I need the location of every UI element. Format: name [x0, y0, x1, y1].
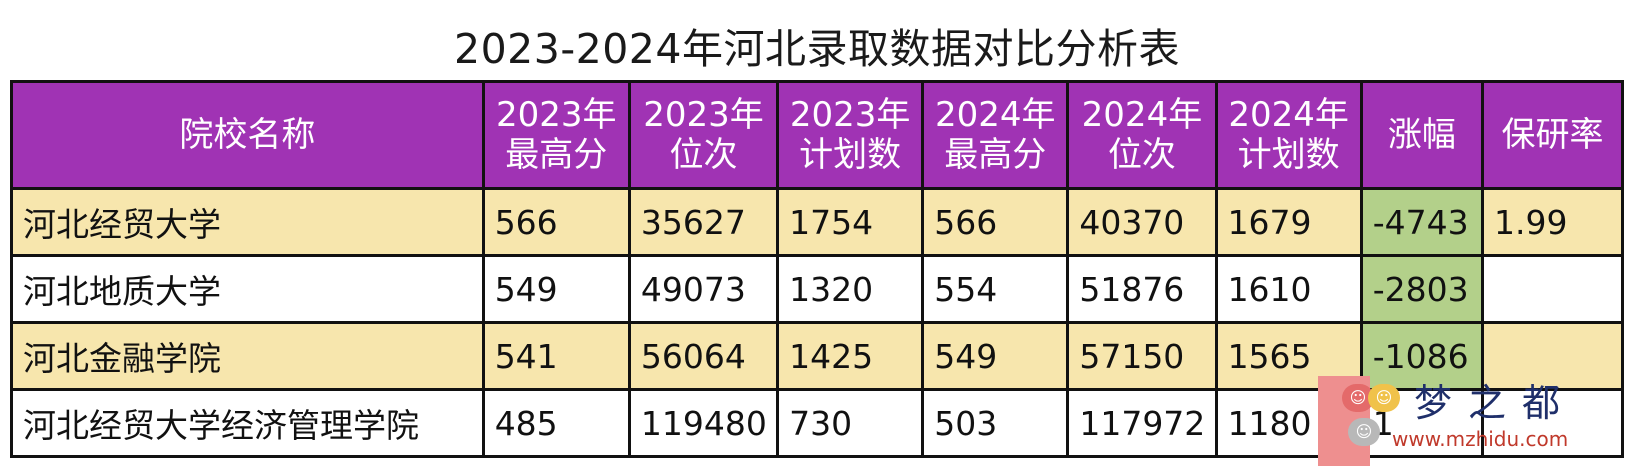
cell-school-name: 河北经贸大学	[10, 187, 485, 257]
cell-postgrad-rate	[1480, 254, 1625, 324]
cell-school-name: 河北金融学院	[10, 321, 485, 391]
header-2023-max-score: 2023年 最高分	[481, 80, 631, 190]
header-2024-max-score: 2024年 最高分	[921, 80, 1070, 190]
cell-school-name: 河北经贸大学经济管理学院	[10, 388, 485, 458]
table-row: 河北金融学院 541 56064 1425 549 57150 1565 -10…	[10, 321, 1625, 391]
table-row: 河北地质大学 549 49073 1320 554 51876 1610 -28…	[10, 254, 1625, 324]
table-row: 河北经贸大学 566 35627 1754 566 40370 1679 -47…	[10, 187, 1625, 257]
cell-2023-plan: 730	[776, 388, 925, 458]
header-2023-rank: 2023年 位次	[627, 80, 780, 190]
cell-2024-rank: 51876	[1066, 254, 1218, 324]
header-2024-rank: 2024年 位次	[1066, 80, 1218, 190]
cell-change: -4743	[1359, 187, 1484, 257]
cell-2024-rank: 40370	[1066, 187, 1218, 257]
cell-2024-plan: 1610	[1214, 254, 1363, 324]
cell-2024-rank: 57150	[1066, 321, 1218, 391]
cell-2023-rank: 56064	[627, 321, 780, 391]
cell-2023-max-score: 485	[481, 388, 631, 458]
cell-2024-max-score: 554	[921, 254, 1070, 324]
cell-2023-rank: 119480	[627, 388, 780, 458]
cell-change: -1086	[1359, 321, 1484, 391]
watermark-logo-text: 梦之都	[1414, 381, 1577, 425]
cell-2023-rank: 49073	[627, 254, 780, 324]
header-change: 涨幅	[1359, 80, 1484, 190]
cell-postgrad-rate	[1480, 321, 1625, 391]
cell-2024-rank: 117972	[1066, 388, 1218, 458]
cell-2023-plan: 1425	[776, 321, 925, 391]
cell-change: -2803	[1359, 254, 1484, 324]
cell-2024-max-score: 566	[921, 187, 1070, 257]
cell-2023-plan: 1320	[776, 254, 925, 324]
header-2024-plan: 2024年 计划数	[1214, 80, 1363, 190]
header-postgrad-rate: 保研率	[1480, 80, 1625, 190]
smiley-face-icon: ☺	[1368, 384, 1400, 412]
watermark: ☺ ☺ ☺ 梦之都 www.mzhidu.com	[1318, 376, 1634, 466]
watermark-url: www.mzhidu.com	[1392, 427, 1569, 451]
cell-2024-max-score: 503	[921, 388, 1070, 458]
smiley-face-icon: ☺	[1348, 418, 1380, 446]
header-school-name: 院校名称	[10, 80, 485, 190]
cell-school-name: 河北地质大学	[10, 254, 485, 324]
smiley-face-icon: ☺	[1342, 384, 1374, 412]
cell-2023-plan: 1754	[776, 187, 925, 257]
cell-2023-max-score: 566	[481, 187, 631, 257]
cell-postgrad-rate	[1480, 388, 1625, 458]
page-title: 2023-2024年河北录取数据对比分析表	[454, 25, 1180, 73]
header-2023-plan: 2023年 计划数	[776, 80, 925, 190]
cell-2023-max-score: 549	[481, 254, 631, 324]
table-header-row: 院校名称 2023年 最高分 2023年 位次 2023年 计划数 2024年 最高分 …	[10, 80, 1625, 190]
cell-postgrad-rate: 1.99	[1480, 187, 1625, 257]
cell-2024-max-score: 549	[921, 321, 1070, 391]
cell-2023-max-score: 541	[481, 321, 631, 391]
cell-2023-rank: 35627	[627, 187, 780, 257]
cell-2024-plan: 1679	[1214, 187, 1363, 257]
